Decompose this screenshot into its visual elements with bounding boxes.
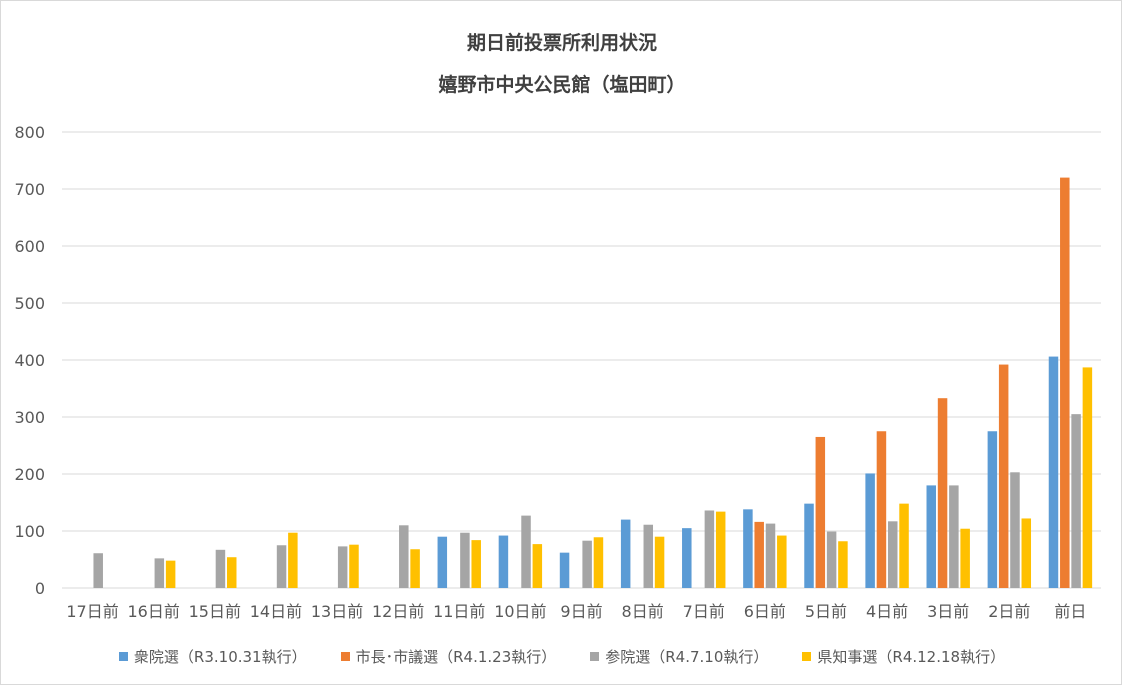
x-tick-label: 9日前 — [560, 602, 602, 621]
y-tick-label: 800 — [14, 123, 45, 142]
bar — [337, 546, 348, 588]
bar — [532, 544, 543, 588]
y-tick-label: 200 — [14, 465, 45, 484]
x-tick-label: 前日 — [1054, 602, 1086, 621]
bar — [276, 545, 287, 588]
legend-label: 県知事選（R4.12.18執行） — [817, 648, 1006, 666]
y-tick-label: 400 — [14, 351, 45, 370]
bar — [1071, 414, 1081, 588]
x-tick-label: 2日前 — [988, 602, 1030, 621]
bar — [815, 436, 826, 588]
chart-title: 期日前投票所利用状況 — [466, 32, 657, 54]
x-axis-ticks: 17日前 16日前 15日前 14日前 13日前 12日前 11日前 10日前 9日前 8日前 7日… — [66, 602, 1086, 621]
bar — [715, 511, 726, 588]
x-tick-label: 4日前 — [866, 602, 908, 621]
bar — [582, 540, 592, 588]
legend-swatch — [340, 652, 350, 661]
legend-label: 参院選（R4.7.10執行） — [605, 648, 769, 666]
bar — [754, 521, 764, 588]
bars — [93, 177, 1093, 588]
y-tick-label: 600 — [14, 237, 45, 256]
bar — [998, 364, 1009, 588]
bar — [765, 523, 776, 588]
bar — [1021, 518, 1032, 588]
bar — [804, 503, 814, 588]
bar — [521, 515, 531, 588]
bar — [887, 521, 898, 588]
bar — [949, 485, 959, 588]
bar — [498, 535, 509, 588]
legend-item: 参院選（R4.7.10執行） — [590, 646, 768, 667]
bar — [288, 532, 298, 588]
y-tick-label: 0 — [35, 579, 45, 598]
legend-item: 衆院選（R3.10.31執行） — [118, 646, 307, 667]
legend: 衆院選（R3.10.31執行） 市長･市議選（R4.1.23執行） 参院選（R4.7… — [1, 646, 1121, 667]
bar — [826, 531, 837, 588]
legend-swatch — [590, 652, 600, 661]
bar — [704, 510, 715, 588]
bar — [899, 503, 909, 588]
x-tick-label: 15日前 — [189, 602, 241, 621]
bar — [654, 536, 665, 588]
bar — [838, 541, 848, 588]
chart-subtitle: 嬉野市中央公民館（塩田町） — [438, 74, 686, 96]
y-tick-label: 100 — [14, 522, 45, 541]
bar — [987, 431, 998, 588]
x-tick-label: 17日前 — [66, 602, 118, 621]
bar — [154, 558, 165, 588]
bar — [1010, 472, 1020, 588]
bar — [559, 552, 570, 588]
x-tick-label: 13日前 — [311, 602, 363, 621]
x-tick-label: 12日前 — [372, 602, 424, 621]
x-tick-label: 3日前 — [927, 602, 969, 621]
bar — [777, 535, 787, 588]
bar — [165, 560, 176, 588]
bar — [349, 544, 359, 588]
bar — [410, 549, 420, 588]
legend-label: 衆院選（R3.10.31執行） — [133, 648, 307, 666]
bar — [471, 540, 481, 588]
x-tick-label: 10日前 — [494, 602, 546, 621]
legend-item: 県知事選（R4.12.18執行） — [802, 646, 1005, 667]
bar — [1048, 356, 1059, 588]
bar — [926, 485, 937, 588]
y-tick-label: 300 — [14, 408, 45, 427]
bar — [876, 431, 887, 588]
bar — [643, 524, 654, 588]
y-axis-ticks: 0 100 200 300 400 500 600 700 800 — [14, 123, 45, 598]
bar — [960, 528, 970, 588]
bar — [399, 525, 409, 588]
legend-label: 市長･市議選（R4.1.23執行） — [355, 648, 557, 666]
legend-item: 市長･市議選（R4.1.23執行） — [340, 646, 557, 667]
bar — [620, 519, 631, 588]
x-tick-label: 7日前 — [683, 602, 725, 621]
x-tick-label: 6日前 — [744, 602, 786, 621]
bar — [1082, 367, 1093, 588]
x-tick-label: 5日前 — [805, 602, 847, 621]
bar — [865, 473, 875, 588]
x-tick-label: 8日前 — [622, 602, 664, 621]
bar — [93, 553, 103, 588]
bar — [1060, 177, 1070, 588]
x-tick-label: 14日前 — [250, 602, 302, 621]
bar — [215, 549, 226, 588]
bar — [437, 536, 448, 588]
bar — [682, 528, 692, 588]
bar — [460, 532, 470, 588]
bar — [937, 398, 948, 588]
bar — [593, 537, 604, 588]
y-tick-label: 500 — [14, 294, 45, 313]
legend-swatch — [802, 652, 812, 661]
legend-swatch — [118, 652, 128, 661]
bar — [743, 509, 753, 588]
x-tick-label: 11日前 — [433, 602, 485, 621]
bar — [226, 557, 237, 588]
x-tick-label: 16日前 — [127, 602, 179, 621]
y-tick-label: 700 — [14, 180, 45, 199]
